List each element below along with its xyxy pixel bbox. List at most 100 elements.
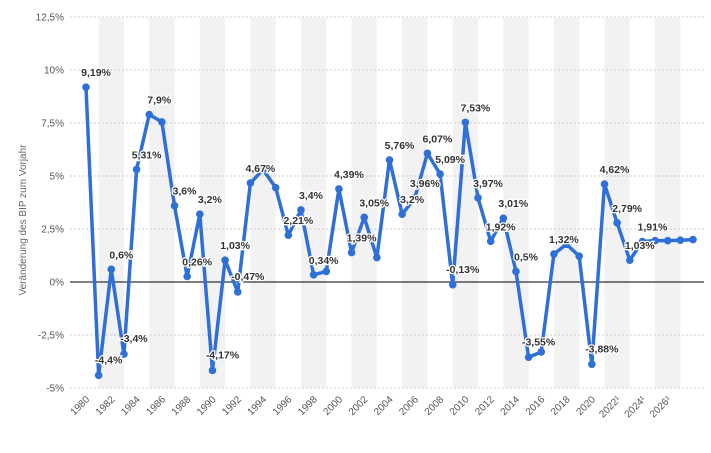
data-point — [550, 250, 558, 258]
data-label: 5,09% — [435, 154, 465, 166]
data-point — [233, 288, 242, 296]
data-point — [373, 253, 381, 262]
data-point — [82, 83, 90, 91]
column-band — [452, 18, 479, 388]
data-label: 4,67% — [246, 163, 276, 175]
y-tick-label: -5% — [46, 384, 64, 395]
data-label: -3,88% — [585, 343, 619, 355]
data-point — [625, 256, 634, 264]
x-tick-label: 2016 — [524, 394, 548, 418]
data-label: 7,9% — [147, 95, 172, 107]
data-label: 3,01% — [498, 198, 528, 210]
y-tick-label: 0% — [50, 278, 65, 289]
x-tick-label: 2006 — [397, 394, 421, 418]
x-tick-label: 1988 — [170, 394, 194, 418]
data-label: 1,39% — [347, 233, 377, 245]
column-band — [553, 18, 580, 388]
data-point — [562, 240, 571, 249]
data-label: 4,62% — [600, 164, 630, 176]
data-point — [638, 237, 647, 246]
column-band — [655, 18, 681, 388]
data-label: 1,03% — [625, 240, 655, 252]
data-point — [221, 256, 229, 264]
data-point — [158, 118, 166, 126]
y-tick-label: 10% — [44, 66, 64, 77]
data-point — [284, 231, 293, 239]
data-point — [107, 265, 116, 274]
data-point — [461, 118, 470, 127]
x-tick-label: 2002 — [347, 394, 371, 418]
y-tick-label: -2,5% — [38, 331, 64, 342]
data-point — [524, 353, 533, 362]
data-point — [208, 366, 217, 375]
data-point — [474, 194, 482, 202]
data-point — [259, 165, 267, 174]
x-tick-label: 2014 — [499, 394, 523, 418]
data-point — [448, 280, 457, 289]
data-point — [689, 235, 697, 244]
data-label: 1,92% — [486, 221, 516, 233]
data-point — [322, 267, 331, 276]
data-label: 1,03% — [220, 240, 250, 252]
data-label: 3,4% — [299, 190, 324, 202]
data-label: 0,34% — [309, 255, 339, 267]
data-point — [347, 248, 356, 257]
data-point — [410, 194, 419, 202]
data-label: 3,96% — [410, 178, 440, 190]
data-label: 7,53% — [460, 102, 490, 114]
x-tick-label: 1998 — [296, 394, 320, 418]
data-point — [436, 170, 444, 178]
data-point — [183, 272, 191, 281]
data-point — [651, 236, 659, 245]
data-point — [398, 210, 406, 218]
data-label: -3,55% — [522, 336, 556, 348]
data-label: -3,4% — [120, 333, 148, 345]
data-label: 9,19% — [81, 67, 111, 79]
data-point — [170, 201, 179, 210]
data-point — [271, 183, 280, 192]
data-point — [246, 179, 255, 187]
x-tick-label: 1994 — [246, 394, 270, 418]
column-bands — [98, 18, 681, 388]
data-point — [309, 270, 318, 279]
column-band — [199, 18, 226, 388]
data-label: 5,76% — [385, 140, 415, 152]
data-point — [613, 219, 621, 227]
x-axis-ticks: 1980 1982 1984 1986 1988 1990 1992 1994 1996 1998… — [69, 394, 675, 420]
data-point — [385, 156, 394, 164]
data-point — [512, 267, 520, 276]
data-label: 3,05% — [359, 197, 389, 209]
x-tick-label: 1990 — [195, 394, 219, 418]
x-tick-label: 2026¹ — [648, 394, 674, 420]
data-point — [94, 371, 103, 380]
y-tick-label: 2,5% — [41, 225, 64, 236]
x-tick-label: 2020 — [574, 394, 598, 418]
data-point — [335, 185, 343, 193]
y-axis-ticks: 12,5% 10% 7,5% 5% 2,5% 0% -2,5% -5% — [36, 13, 64, 395]
data-label: 0,26% — [182, 256, 212, 268]
x-tick-label: 2024¹ — [623, 394, 649, 420]
data-point — [196, 210, 204, 218]
x-tick-label: 1986 — [144, 394, 168, 418]
x-tick-label: 2010 — [448, 394, 472, 418]
x-tick-label: 1980 — [69, 394, 93, 418]
column-band — [351, 18, 377, 388]
data-point — [537, 348, 546, 356]
y-axis-label: Veränderung des BIP zum Vorjahr — [18, 144, 29, 296]
data-point — [676, 236, 685, 245]
data-point — [588, 360, 596, 369]
data-label: 3,2% — [198, 194, 223, 206]
data-label: 2,79% — [612, 203, 642, 215]
x-tick-label: 1984 — [119, 394, 143, 418]
x-tick-label: 1996 — [271, 394, 295, 418]
data-point — [575, 252, 583, 260]
data-point — [360, 213, 369, 222]
data-point — [145, 110, 154, 119]
data-label: -0,47% — [231, 271, 265, 283]
data-label: 1,91% — [638, 222, 668, 234]
data-label: 2,21% — [283, 215, 313, 227]
x-tick-label: 2012 — [473, 394, 497, 418]
data-label: -4,4% — [95, 354, 123, 366]
data-label: 3,97% — [473, 178, 503, 190]
